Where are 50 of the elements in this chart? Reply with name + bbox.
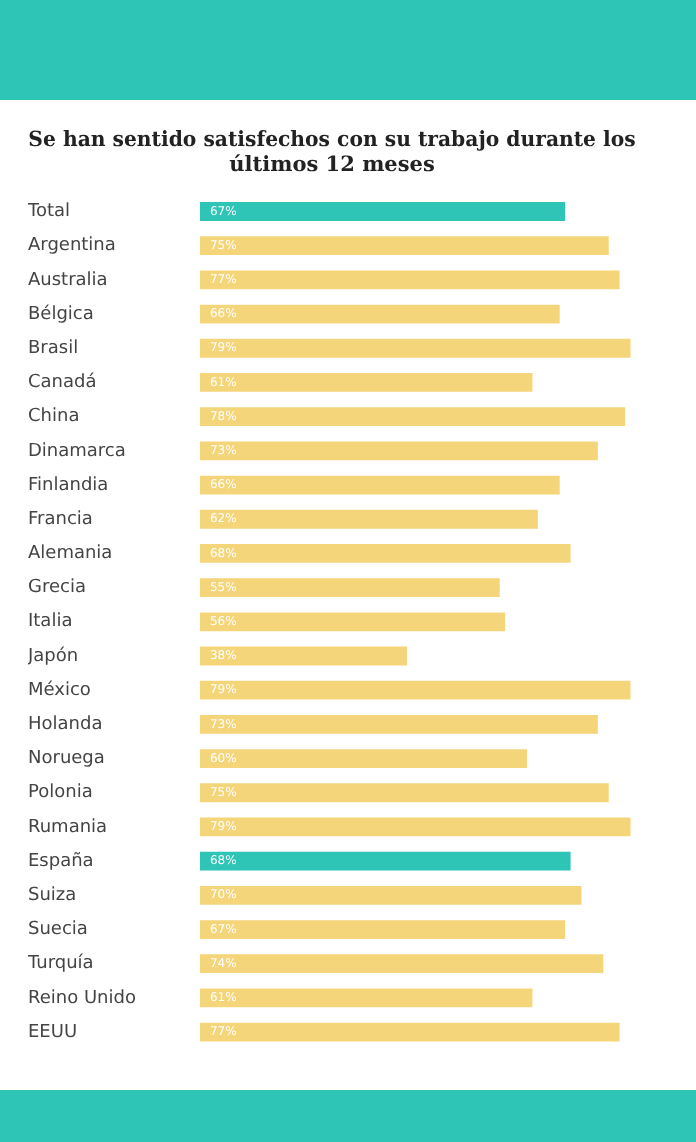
y-tick-label: México <box>28 678 92 701</box>
bar <box>199 373 533 392</box>
y-tick-label: Argentina <box>28 236 116 257</box>
y-tick-label: Noruega <box>28 749 105 770</box>
y-tick-label: Canadá <box>28 371 97 394</box>
y-tick-label: EEUU <box>28 1022 78 1043</box>
y-tick-label: Alemania <box>28 544 113 565</box>
y-tick-label: Suecia <box>28 920 88 941</box>
bar <box>199 236 609 256</box>
y-tick-label: Total <box>26 202 71 223</box>
bar <box>199 920 566 939</box>
y-tick-label: Polonia <box>28 783 93 804</box>
y-tick-label: Francia <box>28 509 93 530</box>
y-tick-label: Finlandia <box>28 475 109 496</box>
bar <box>199 1022 620 1042</box>
y-tick-label: Rumania <box>28 817 108 838</box>
y-tick-label: Dinamarca <box>28 441 126 462</box>
bar <box>199 749 527 768</box>
bar <box>199 304 560 324</box>
bar <box>199 407 626 427</box>
bar <box>199 338 631 358</box>
bar <box>199 680 631 700</box>
bar <box>199 783 609 803</box>
y-tick-label: Reino Unido <box>28 988 137 1009</box>
y-tick-label: España <box>28 851 94 872</box>
bar <box>199 441 598 461</box>
bar <box>199 851 571 871</box>
bar <box>199 954 604 974</box>
bar <box>199 544 571 563</box>
bar <box>199 817 631 837</box>
bar <box>199 714 598 734</box>
chart-title: Se han sentido satisfechos con su trabajo durante los últimos 12 meses <box>28 127 637 178</box>
bar <box>199 612 506 632</box>
y-tick-label: Turquía <box>26 952 94 975</box>
y-tick-label: China <box>28 407 80 428</box>
bar <box>199 270 620 290</box>
bar <box>199 202 566 221</box>
bar <box>199 885 582 905</box>
y-tick-label: Australia <box>28 270 108 291</box>
bar <box>199 475 560 495</box>
bar <box>199 646 408 666</box>
y-tick-label: Grecia <box>28 578 86 599</box>
y-tick-label: Brasil <box>28 338 79 359</box>
y-tick-label: Holanda <box>28 715 103 736</box>
bar <box>199 988 533 1008</box>
bar <box>199 578 500 598</box>
y-tick-label: Suiza <box>28 886 77 907</box>
y-tick-label: Bélgica <box>28 302 94 325</box>
y-tick-label: Italia <box>28 612 73 633</box>
bar <box>199 509 538 529</box>
